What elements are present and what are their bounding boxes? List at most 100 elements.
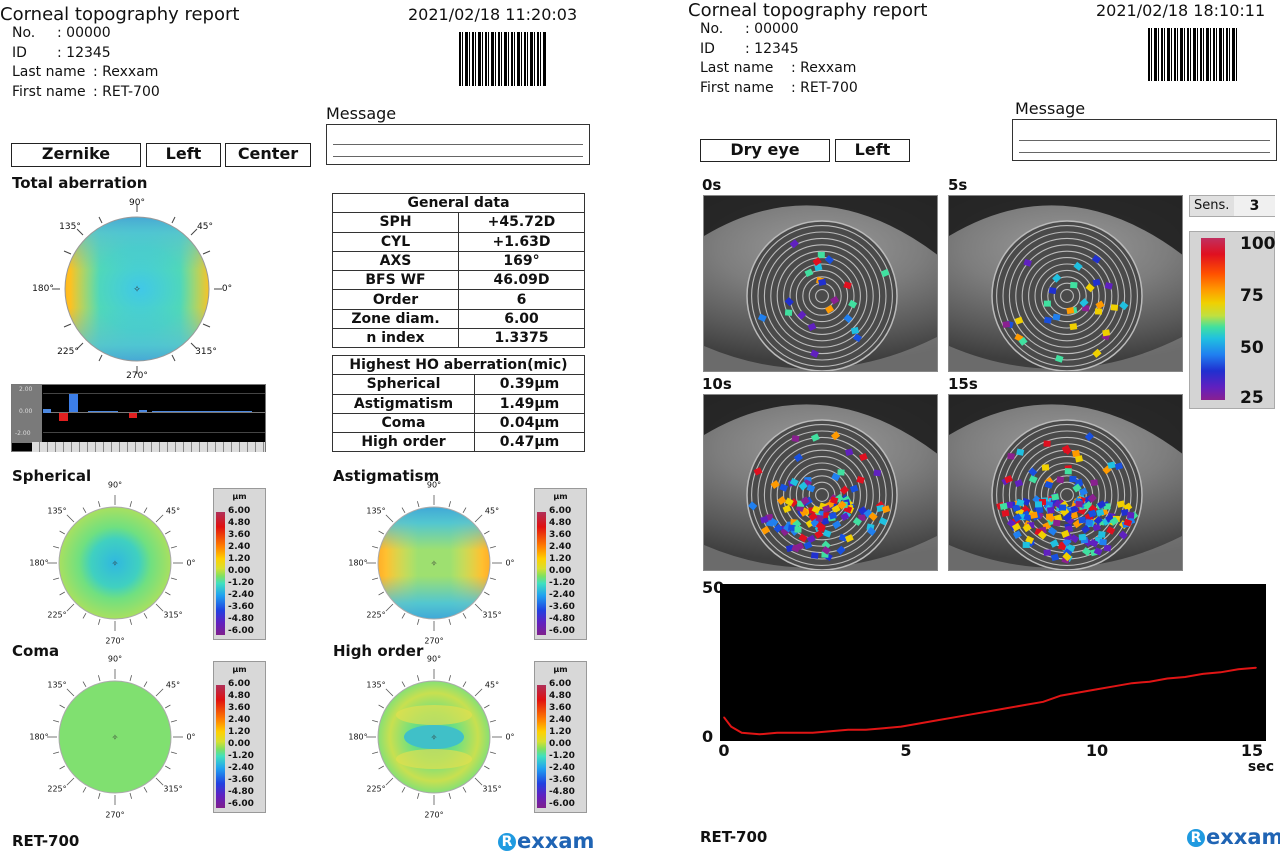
ho-label: High order <box>332 432 475 453</box>
breakup-point <box>740 732 743 734</box>
general-data-label: Zone diam. <box>332 308 459 330</box>
eye-overlay <box>704 196 937 371</box>
angle-label: 0° <box>186 558 196 568</box>
breakup-point <box>847 728 849 731</box>
right-patient-info: No.: 00000 ID: 12345 Last name: Rexxam F… <box>700 20 858 98</box>
eye-overlay <box>949 395 1182 570</box>
right-footer-model: RET-700 <box>700 828 768 846</box>
breakup-point <box>730 725 732 728</box>
breakup-point <box>1095 688 1098 691</box>
breakup-series-line <box>723 666 1257 736</box>
angle-label: 135° <box>47 680 67 690</box>
breakup-point <box>829 730 832 733</box>
scale-tick: -3.60 <box>228 775 254 785</box>
breakup-point <box>1184 676 1186 678</box>
zernike-button[interactable]: Zernike <box>11 143 141 167</box>
table-row: Spherical 0.39μm <box>332 374 585 395</box>
breakup-point <box>794 732 796 734</box>
sensitivity-label: Sens. <box>1194 198 1230 213</box>
scale-tick: -1.20 <box>228 751 254 761</box>
patient-last-name-value: : Rexxam <box>93 64 159 80</box>
angle-label: 270° <box>424 810 444 820</box>
message-box[interactable] <box>326 124 590 165</box>
angle-label: 225° <box>366 610 386 620</box>
angle-label: 315° <box>482 784 502 794</box>
table-row: AXS 169° <box>332 250 585 272</box>
angle-label: 90° <box>107 654 123 664</box>
color-scale-label: 100 <box>1240 234 1276 254</box>
patient-first-name-value: : RET-700 <box>93 83 160 100</box>
table-row: CYL +1.63D <box>332 231 585 252</box>
eye-image-10s <box>703 394 938 571</box>
scale-tick: 0.00 <box>228 566 251 576</box>
scale-tick: 0.00 <box>549 566 572 576</box>
message-label: Message <box>1015 99 1086 118</box>
dry-eye-button[interactable]: Dry eye <box>700 139 830 162</box>
scale-tick: 2.40 <box>228 542 251 552</box>
angle-label: 45° <box>165 680 181 690</box>
patient-id-value: : 12345 <box>745 40 799 57</box>
svg-text:✧: ✧ <box>112 559 119 568</box>
patient-no-label: No. <box>700 21 724 37</box>
angle-label: 225° <box>47 610 67 620</box>
table-row: Order 6 <box>332 289 585 310</box>
coma-title: Coma <box>12 642 60 660</box>
patient-last-name-value: : Rexxam <box>791 60 857 76</box>
ho-label: Astigmatism <box>332 393 475 414</box>
patient-id-label: ID <box>12 44 27 61</box>
right-report-datetime: 2021/02/18 18:10:11 <box>1096 1 1266 20</box>
scale-tick: -1.20 <box>549 578 575 588</box>
angle-label: 90° <box>129 198 145 208</box>
general-data-value: 6.00 <box>458 308 585 330</box>
breakup-point <box>1219 671 1222 674</box>
scale-tick: 0.00 <box>228 739 251 749</box>
angle-label: 180° <box>348 732 368 742</box>
left-eye-button[interactable]: Left <box>835 139 910 162</box>
graph-y-tick: 50 <box>702 578 725 597</box>
patient-last-name-label: Last name <box>700 60 774 76</box>
svg-text:✧: ✧ <box>431 733 438 742</box>
scale-tick: 3.60 <box>549 530 572 540</box>
scale-unit: μm <box>553 492 568 501</box>
graph-x-tick: 0 <box>718 741 730 760</box>
breakup-point <box>1113 685 1115 688</box>
table-row: SPH +45.72D <box>332 212 585 233</box>
eye-image-0s <box>703 195 938 372</box>
um-color-scale: μm 6.00 4.80 3.60 2.40 1.20 0.00 -1.20 -2.40 -3.6… <box>213 488 266 640</box>
angle-label: 180° <box>29 732 49 742</box>
ho-value: 1.49μm <box>474 393 585 414</box>
scale-unit: μm <box>553 665 568 674</box>
sensitivity-value: 3 <box>1234 196 1275 216</box>
angle-label: 0° <box>505 558 515 568</box>
left-eye-button[interactable]: Left <box>146 143 221 167</box>
breakup-point <box>1042 701 1044 703</box>
scale-tick: 2.40 <box>549 542 572 552</box>
general-data-value: 169° <box>458 250 585 272</box>
color-scale-label: 25 <box>1240 388 1264 408</box>
angle-label: 90° <box>426 654 442 664</box>
graph-x-tick: 5 <box>900 741 912 760</box>
scale-tick: -3.60 <box>549 602 575 612</box>
angle-label: 225° <box>57 347 79 357</box>
table-row: Coma 0.04μm <box>332 412 585 434</box>
breakup-point <box>971 713 974 715</box>
breakup-point <box>918 722 920 725</box>
general-data-label: SPH <box>332 212 459 233</box>
message-box[interactable] <box>1012 119 1277 161</box>
scale-tick: 6.00 <box>228 679 251 689</box>
color-scale-label: 50 <box>1240 338 1264 358</box>
angle-label: 45° <box>197 222 213 232</box>
scale-tick: -4.80 <box>228 787 254 797</box>
scale-tick: -4.80 <box>549 787 575 797</box>
breakup-point <box>953 716 956 719</box>
general-data-value: 6 <box>458 289 585 310</box>
angle-label: 180° <box>32 284 54 294</box>
scale-tick: 6.00 <box>549 679 572 689</box>
total-aberration-title: Total aberration <box>12 174 148 192</box>
angle-label: 0° <box>221 284 233 294</box>
center-button[interactable]: Center <box>225 143 311 167</box>
scale-tick: 1.20 <box>228 727 251 737</box>
left-footer-model: RET-700 <box>12 832 80 850</box>
